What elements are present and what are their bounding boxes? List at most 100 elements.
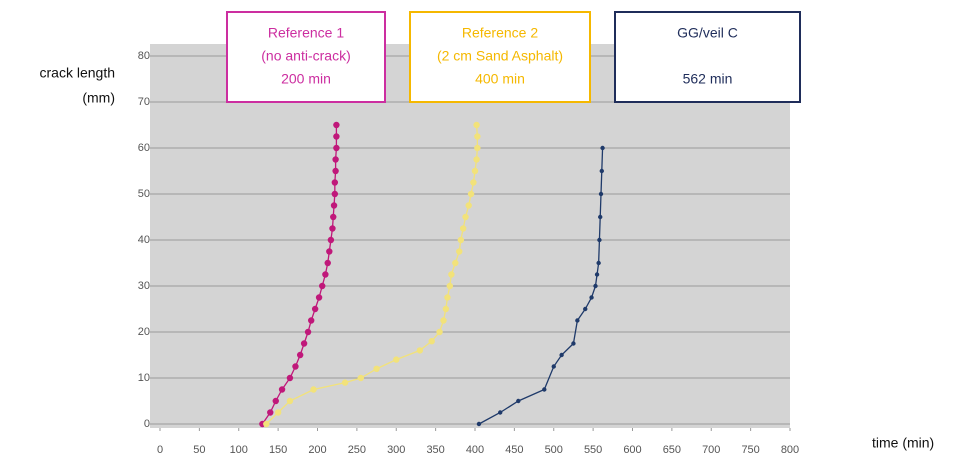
legend-box: GG/veil C 562 min: [614, 11, 801, 103]
data-point: [333, 133, 340, 140]
data-point: [322, 271, 329, 278]
data-point: [357, 374, 365, 382]
x-tick-label: 500: [545, 444, 563, 456]
data-point: [446, 282, 453, 290]
x-tick-label: 400: [466, 444, 484, 456]
data-point: [589, 295, 594, 300]
plot-area: [150, 44, 790, 428]
data-point: [440, 317, 447, 324]
data-point: [332, 156, 339, 163]
x-tick-label: 550: [584, 444, 602, 456]
data-point: [471, 167, 479, 175]
legend-note: (no anti-crack): [261, 48, 350, 64]
x-tick-label: 600: [623, 444, 641, 456]
data-point: [333, 144, 340, 152]
y-tick-label: 50: [138, 188, 150, 200]
x-tick-label: 250: [348, 444, 366, 456]
legend-box-border: [409, 11, 591, 103]
data-point: [286, 397, 294, 405]
data-point: [326, 248, 333, 255]
data-point: [436, 328, 443, 336]
legend-note: 562 min: [683, 71, 733, 87]
data-point: [304, 328, 312, 336]
data-point: [329, 225, 336, 232]
data-point: [330, 202, 338, 209]
data-point: [599, 168, 604, 174]
data-point: [315, 294, 323, 301]
data-point: [516, 398, 521, 404]
data-point: [324, 259, 331, 267]
data-point: [473, 121, 480, 129]
data-point: [300, 340, 308, 347]
data-point: [292, 363, 299, 370]
data-point: [542, 387, 547, 392]
data-point: [341, 379, 349, 386]
data-point: [308, 317, 315, 324]
data-point: [583, 306, 588, 312]
data-point: [551, 364, 556, 369]
y-tick-label: 20: [138, 326, 150, 338]
x-tick-label: 200: [308, 444, 326, 456]
legend-box: Reference 1 (no anti-crack) 200 min: [226, 11, 386, 103]
data-point: [331, 179, 339, 186]
data-point: [332, 167, 339, 175]
data-point: [267, 409, 274, 416]
data-point: [459, 225, 467, 232]
data-point: [470, 179, 477, 186]
legend-box-border: [614, 11, 801, 103]
x-tick-label: 700: [702, 444, 720, 456]
data-point: [594, 272, 600, 277]
data-point: [593, 283, 598, 289]
data-point: [598, 214, 603, 220]
legend-box-border: [226, 11, 386, 103]
x-tick-label: 300: [387, 444, 405, 456]
data-point: [311, 305, 319, 313]
y-tick-label: 60: [138, 142, 150, 154]
data-point: [467, 190, 475, 198]
data-point: [474, 144, 481, 152]
x-tick-label: 100: [230, 444, 248, 456]
x-tick-label: 350: [426, 444, 444, 456]
x-tick-label: 450: [505, 444, 523, 456]
y-tick-label: 10: [138, 372, 150, 384]
x-tick-label: 650: [663, 444, 681, 456]
x-tick-label: 750: [741, 444, 759, 456]
x-tick-label: 800: [781, 444, 799, 456]
legend-label: Reference 2: [462, 25, 538, 41]
data-point: [498, 410, 503, 415]
data-point: [444, 294, 451, 301]
data-point: [274, 409, 282, 416]
data-point: [474, 133, 481, 140]
data-point: [373, 365, 380, 372]
data-point: [428, 338, 435, 345]
data-point: [442, 305, 450, 313]
data-point: [272, 397, 279, 405]
y-axis-label: crack length: [40, 65, 115, 81]
legend-label: Reference 1: [268, 25, 344, 41]
data-point: [597, 237, 602, 243]
legend-box: Reference 2 (2 cm Sand Asphalt) 400 min: [409, 11, 591, 103]
legend-note: 400 min: [475, 71, 525, 87]
data-point: [452, 259, 459, 267]
y-tick-label: 40: [138, 234, 150, 246]
data-point: [465, 202, 472, 209]
x-tick-label: 150: [269, 444, 287, 456]
data-point: [598, 191, 604, 197]
y-tick-label: 80: [138, 50, 150, 62]
data-point: [393, 356, 400, 363]
data-point: [327, 236, 335, 244]
data-point: [319, 282, 326, 290]
data-point: [416, 347, 424, 354]
data-point: [571, 341, 576, 346]
data-point: [448, 271, 455, 278]
data-point: [473, 156, 480, 163]
data-point: [559, 352, 564, 358]
y-tick-label: 30: [138, 280, 150, 292]
data-point: [331, 190, 339, 198]
data-point: [263, 420, 270, 428]
data-point: [286, 374, 294, 382]
data-point: [330, 213, 337, 221]
data-point: [476, 421, 482, 427]
data-point: [278, 386, 286, 393]
legend-label: GG/veil C: [677, 25, 738, 41]
